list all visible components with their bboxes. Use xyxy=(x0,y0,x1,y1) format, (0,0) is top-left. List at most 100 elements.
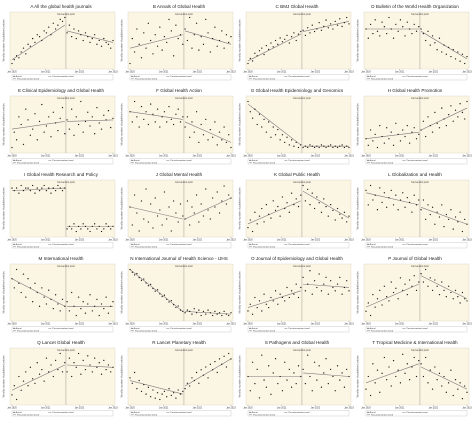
data-point xyxy=(50,298,52,301)
x-tick-label: Jan 2021 xyxy=(395,72,405,74)
data-point xyxy=(466,391,468,393)
y-axis-label: Monthly number of published articles xyxy=(356,271,360,314)
chart-svg: Monthly number of published articles Jan … xyxy=(120,263,236,333)
data-point xyxy=(191,47,193,49)
y-axis-label: Monthly number of published articles xyxy=(2,103,6,146)
data-point xyxy=(82,223,84,225)
data-point xyxy=(293,372,295,374)
data-point xyxy=(214,310,216,313)
data-point xyxy=(13,287,15,289)
legend-box xyxy=(11,158,114,165)
data-point xyxy=(32,128,34,130)
data-point xyxy=(13,131,15,133)
data-point xyxy=(339,213,341,215)
data-point xyxy=(318,365,320,367)
data-point xyxy=(277,382,279,385)
data-point xyxy=(429,124,431,127)
data-point xyxy=(263,221,265,223)
data-point xyxy=(161,116,163,118)
data-point xyxy=(45,303,48,305)
data-point xyxy=(454,109,457,111)
data-point xyxy=(93,357,96,359)
data-point xyxy=(41,187,43,189)
data-point xyxy=(420,209,422,211)
data-point xyxy=(454,216,457,218)
data-point xyxy=(392,360,395,362)
data-point xyxy=(457,296,459,298)
data-point xyxy=(427,382,429,384)
data-point xyxy=(365,310,367,312)
intervention-annotation: Intervention point xyxy=(293,13,311,16)
y-axis-label: Monthly number of published articles xyxy=(238,187,242,230)
data-point xyxy=(209,51,211,53)
data-point xyxy=(172,200,175,202)
data-point xyxy=(256,306,258,309)
data-point xyxy=(415,138,418,140)
data-point xyxy=(381,201,383,204)
plot-area xyxy=(363,11,470,70)
data-point xyxy=(334,219,336,221)
legend-item-pre: Pre-intervention trend xyxy=(406,75,428,78)
data-point xyxy=(369,394,372,397)
pre-trend-line xyxy=(247,103,301,146)
data-point xyxy=(166,298,168,300)
data-point xyxy=(43,380,45,382)
data-point xyxy=(395,23,397,26)
data-point xyxy=(71,291,73,294)
x-tick-label: Jan 2021 xyxy=(159,156,169,158)
data-point xyxy=(390,385,392,387)
data-point xyxy=(152,287,154,290)
panel-title: H Global Health Promotion xyxy=(387,88,443,93)
data-point xyxy=(143,118,145,121)
data-point xyxy=(436,49,438,51)
x-tick-label: Jan 2020 xyxy=(361,156,371,158)
data-point xyxy=(221,30,223,32)
data-point xyxy=(73,362,75,364)
data-point xyxy=(59,352,61,355)
data-point xyxy=(71,228,73,230)
x-tick-label: Jan 2023 xyxy=(462,156,472,158)
chart-svg: Monthly number of published articles Jan … xyxy=(356,95,472,165)
plot-area xyxy=(9,95,116,154)
data-point xyxy=(161,295,163,298)
x-tick-label: Jan 2020 xyxy=(243,324,253,326)
data-point xyxy=(286,136,288,138)
chart-panel: P Journal of Global Health Monthly number… xyxy=(356,254,474,338)
data-point xyxy=(284,38,286,40)
data-point xyxy=(388,300,390,302)
legend-item-actual: Actual xyxy=(370,159,377,162)
legend-point-marker xyxy=(13,327,15,329)
data-point xyxy=(418,199,420,201)
data-point xyxy=(15,268,18,271)
data-point xyxy=(154,290,156,292)
data-point xyxy=(425,356,427,359)
legend-item-pre: Pre-intervention trend xyxy=(52,159,74,162)
data-point xyxy=(443,375,445,378)
data-point xyxy=(284,141,286,144)
data-point xyxy=(466,100,468,103)
y-axis-label: Monthly number of published articles xyxy=(120,187,124,230)
data-point xyxy=(145,393,147,395)
data-point xyxy=(341,217,343,219)
data-point xyxy=(402,129,404,131)
y-axis-label: Monthly number of published articles xyxy=(2,19,6,62)
data-point xyxy=(272,372,274,374)
data-point xyxy=(216,144,218,146)
x-tick-label: Jan 2021 xyxy=(41,240,51,242)
data-point xyxy=(221,314,223,317)
data-point xyxy=(268,365,270,367)
data-point xyxy=(214,206,216,208)
data-point xyxy=(445,124,447,127)
data-point xyxy=(150,283,152,286)
chart-panel: I Global Health Research and Policy Month… xyxy=(2,170,120,254)
data-point xyxy=(73,223,75,225)
data-point xyxy=(170,299,172,302)
data-point xyxy=(145,282,147,284)
data-point xyxy=(205,118,207,121)
data-point xyxy=(143,278,145,280)
data-point xyxy=(427,30,429,32)
data-point xyxy=(441,204,443,206)
data-point xyxy=(13,385,15,387)
data-point xyxy=(22,189,25,192)
data-point xyxy=(388,138,390,140)
